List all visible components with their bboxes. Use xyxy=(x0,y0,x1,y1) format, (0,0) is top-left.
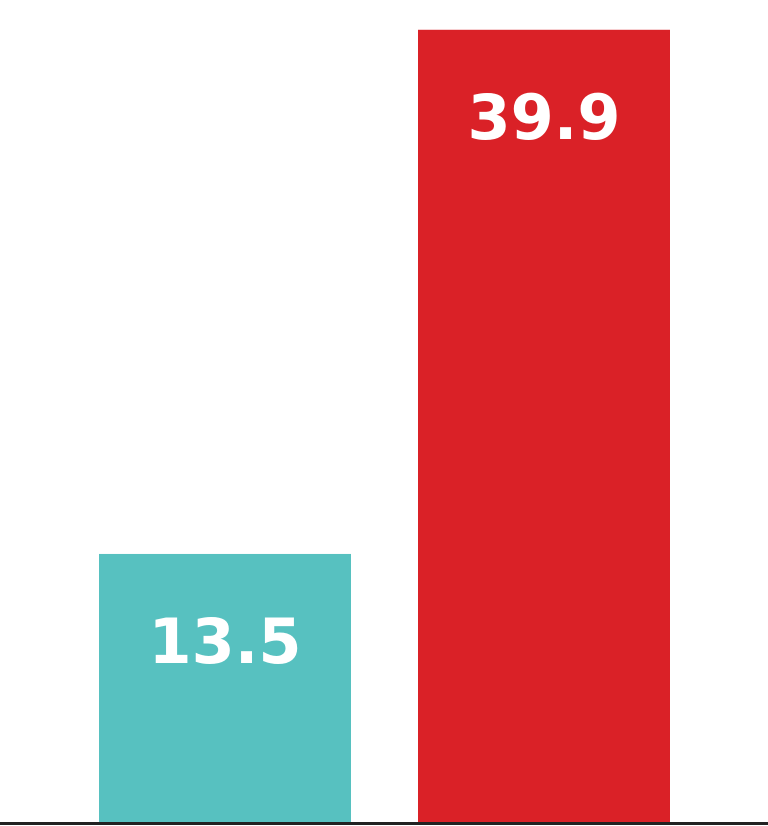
bar-value-label-1: 13.5 xyxy=(149,605,302,678)
bar-1 xyxy=(99,553,351,822)
data-labels-group: 13.5 39.9 xyxy=(149,81,621,678)
bars-group xyxy=(99,29,670,823)
bar-2 xyxy=(418,29,670,823)
bar-value-label-2: 39.9 xyxy=(468,81,621,154)
